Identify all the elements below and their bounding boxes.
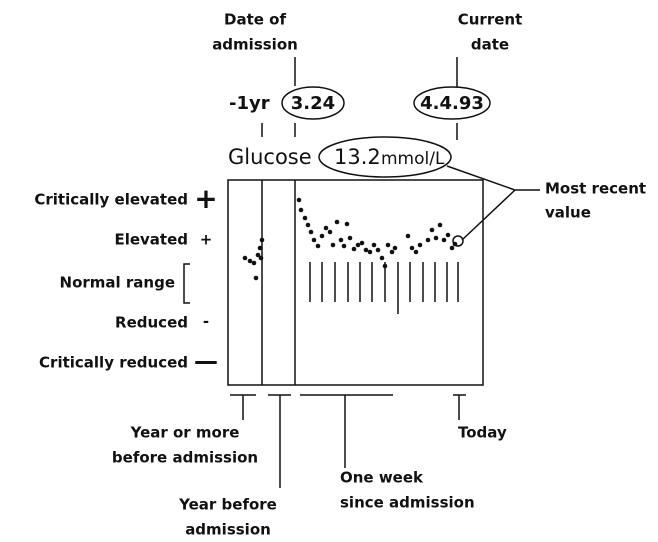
normal-bars bbox=[309, 262, 459, 314]
label: admission bbox=[212, 36, 298, 54]
reading-dot bbox=[413, 249, 419, 255]
reading-dot bbox=[379, 255, 385, 261]
reading-dot bbox=[258, 255, 264, 261]
label: One week bbox=[340, 469, 424, 487]
reading-dot bbox=[338, 237, 344, 243]
reading-dot bbox=[298, 207, 304, 213]
reading-dot bbox=[417, 242, 423, 248]
reading-dot bbox=[330, 242, 336, 248]
scale-label: Reduced bbox=[115, 314, 188, 332]
reading-dot bbox=[441, 237, 447, 243]
scale-label: Elevated bbox=[114, 231, 188, 249]
label: Year or more bbox=[130, 424, 240, 442]
scale-symbol: - bbox=[203, 313, 209, 331]
reading-dot bbox=[253, 275, 259, 281]
reading-dot bbox=[257, 245, 263, 251]
reading-dot bbox=[315, 243, 321, 249]
reading-dot bbox=[425, 237, 431, 243]
scale-symbol: + bbox=[200, 231, 213, 249]
label: admission bbox=[185, 521, 271, 539]
reading-dot bbox=[445, 232, 451, 238]
reading-dot bbox=[334, 219, 340, 225]
reading-dot bbox=[367, 249, 373, 255]
reading-dot bbox=[359, 240, 365, 246]
callout-line bbox=[446, 165, 517, 241]
scale-label: Critically reduced bbox=[39, 354, 188, 372]
label: since admission bbox=[340, 494, 475, 512]
reading-dot bbox=[405, 233, 411, 239]
label: date bbox=[471, 36, 509, 54]
reading-dot bbox=[385, 242, 391, 248]
plot-frame bbox=[227, 179, 484, 386]
scale-label: Normal range bbox=[60, 274, 175, 292]
reading-dot bbox=[311, 237, 317, 243]
reading-dot bbox=[363, 247, 369, 253]
reading-dot bbox=[319, 233, 325, 239]
reading-dot bbox=[429, 227, 435, 233]
reading-dot bbox=[437, 222, 443, 228]
reading-dot bbox=[371, 242, 377, 248]
reading-dot bbox=[347, 235, 353, 241]
today-date: 4.4.93 bbox=[420, 93, 484, 114]
measure-unit: mmol/L bbox=[381, 149, 445, 169]
label: Today bbox=[458, 424, 507, 442]
reading-dot bbox=[323, 225, 329, 231]
reading-dot bbox=[259, 237, 265, 243]
measure-name: Glucose bbox=[228, 145, 312, 169]
callout: Most recent bbox=[545, 180, 646, 198]
reading-dot bbox=[255, 252, 261, 258]
reading-dot bbox=[308, 229, 314, 235]
scale-symbol: — bbox=[194, 347, 218, 375]
previous-label: -1yr bbox=[229, 93, 270, 114]
reading-dot bbox=[375, 247, 381, 253]
label: before admission bbox=[112, 449, 258, 467]
reading-dot bbox=[251, 260, 257, 266]
recent-marker bbox=[452, 235, 464, 247]
reading-dot bbox=[389, 249, 395, 255]
reading-dot bbox=[392, 245, 398, 251]
reading-dot bbox=[327, 229, 333, 235]
reading-dot bbox=[302, 215, 308, 221]
ellipse bbox=[413, 86, 491, 120]
measure-value: 13.2 bbox=[334, 145, 381, 169]
admission-date: 3.24 bbox=[291, 93, 335, 114]
bracket bbox=[183, 263, 190, 304]
reading-dot bbox=[296, 197, 302, 203]
scale-label: Critically elevated bbox=[34, 191, 188, 209]
reading-dot bbox=[242, 255, 248, 261]
callout: value bbox=[545, 204, 591, 222]
ellipse bbox=[318, 136, 452, 178]
reading-dot bbox=[344, 221, 350, 227]
reading-dot bbox=[247, 258, 253, 264]
reading-dot bbox=[433, 235, 439, 241]
reading-dot bbox=[449, 245, 455, 251]
scale-symbol: + bbox=[194, 182, 217, 215]
label: Year before bbox=[178, 496, 277, 514]
readings bbox=[242, 197, 458, 281]
reading-dot bbox=[355, 242, 361, 248]
label: Date of bbox=[224, 11, 286, 29]
reading-dot bbox=[305, 222, 311, 228]
reading-dot bbox=[409, 245, 415, 251]
ellipse bbox=[281, 86, 345, 120]
reading-dot bbox=[341, 243, 347, 249]
label: Current bbox=[458, 11, 523, 29]
reading-dot bbox=[351, 246, 357, 252]
